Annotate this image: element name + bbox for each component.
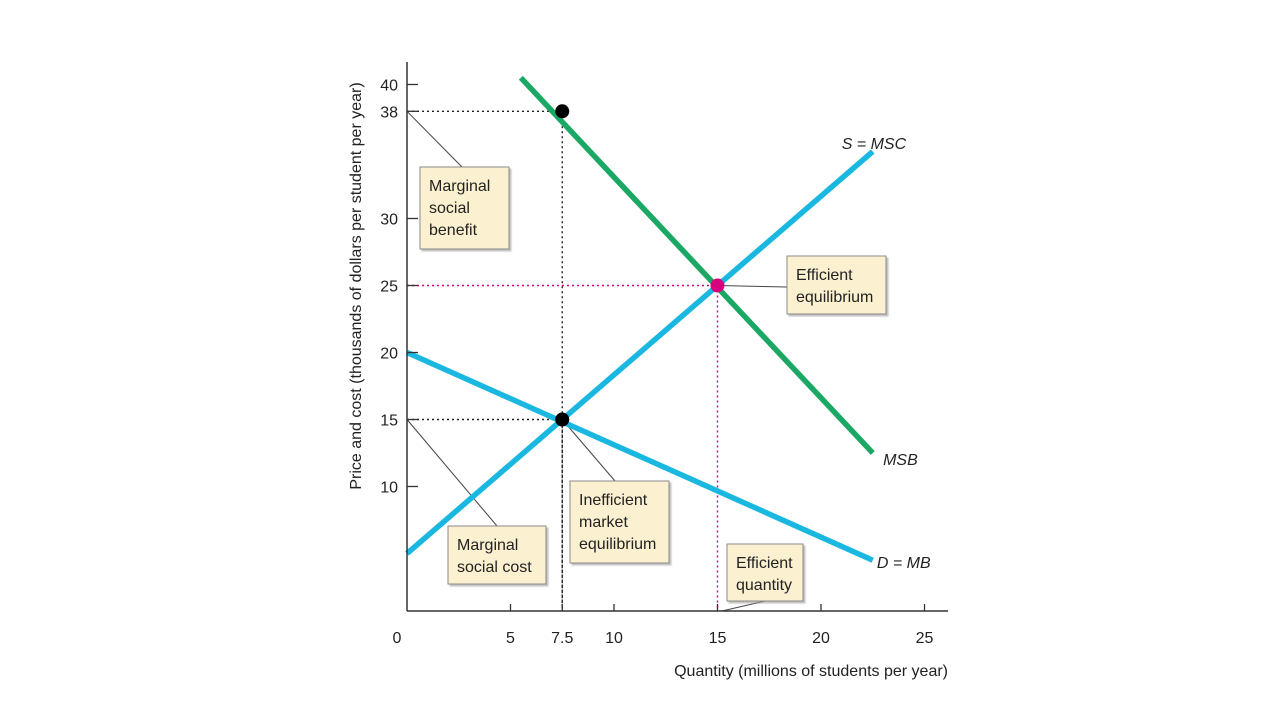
x-tick-label: 20 [812,630,830,647]
annotation-inefficient-market-equilibrium-leader [561,419,616,482]
annotation-inefficient-market-equilibrium-line: equilibrium [579,536,656,553]
annotation-efficient-quantity-line: quantity [736,577,792,594]
annotation-marginal-social-cost-box [447,525,547,585]
annotation-marginal-social-benefit-box [419,166,510,250]
annotation-marginal-social-benefit-line: Marginal [429,178,490,195]
x-tick-label: 25 [916,630,934,647]
series-line-d-mb [405,349,874,563]
curve-label: D = MB [877,555,931,572]
annotation-efficient-equilibrium-line: equilibrium [796,289,873,306]
guide-lines [407,110,719,611]
chart-text: 10 15 20 25 30 38 40 0 5 7.5 10 15 20 25 Quantity (mil… [348,78,948,681]
x-tick-label: 0 [393,630,402,647]
annotation-efficient-equilibrium-leader [717,285,788,288]
annotation-inefficient-market-equilibrium-line: market [579,514,628,531]
annotation-efficient-quantity-box [726,543,804,602]
leader-lines [406,110,788,612]
x-tick-label: 15 [709,630,727,647]
annotation-inefficient-market-equilibrium-box [569,480,670,564]
y-tick-label: 15 [380,413,398,430]
y-tick-label: 30 [380,212,398,229]
y-tick-label: 40 [380,78,398,95]
y-axis-title: Price and cost (thousands of dollars per… [348,82,365,489]
annotation-marginal-social-benefit-line: benefit [429,222,478,239]
annotation-marginal-social-cost-line: Marginal [457,537,518,554]
curve-label: MSB [883,452,918,469]
curve-label: S = MSC [842,136,907,153]
y-tick-label: 10 [380,480,398,497]
annotation-marginal-social-cost-line: social cost [457,559,532,576]
msb-point [555,104,570,119]
annotation-inefficient-market-equilibrium-line: Inefficient [579,492,648,509]
axes [406,62,948,612]
y-tick-label: 38 [380,104,398,121]
x-tick-label: 7.5 [551,630,573,647]
efficient-equilibrium-point [710,278,725,293]
x-tick-label: 5 [506,630,515,647]
series-line-msb [518,75,875,455]
series-lines [405,75,875,563]
annotation-marginal-social-benefit-line: social [429,200,470,217]
y-tick-label: 20 [380,346,398,363]
annotation-efficient-quantity-line: Efficient [736,555,793,572]
x-axis-title: Quantity (millions of students per year) [674,663,948,680]
annotation-efficient-equilibrium-box [786,255,887,315]
annotation-marginal-social-benefit-leader [406,110,463,168]
series-line-s-msc [405,149,875,556]
data-points [555,104,725,427]
y-tick-label: 25 [380,279,398,296]
annotation-efficient-quantity-leader [721,600,766,612]
inefficient-equilibrium-point [555,412,570,427]
x-tick-label: 10 [605,630,623,647]
annotation-marginal-social-cost-leader [406,419,498,527]
annotation-efficient-equilibrium-line: Efficient [796,267,853,284]
annotation-boxes [419,166,887,602]
